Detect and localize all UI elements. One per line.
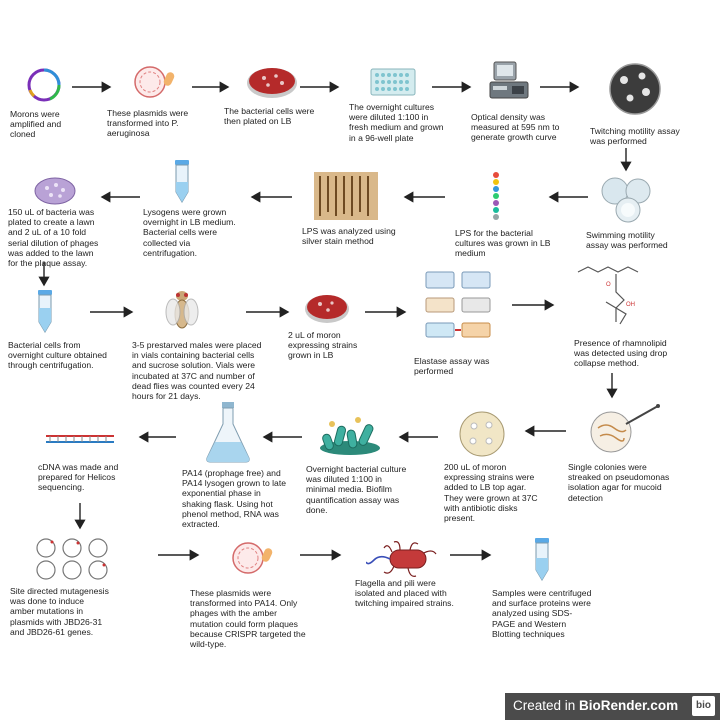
step-caption: Bacterial cells from overnight culture o… [8,340,107,371]
well-plate-icon [370,68,416,96]
svg-text:OH: OH [626,302,635,308]
cell-plasmid-icon [232,542,273,574]
step-caption: Twitching motility assay was performed [590,126,680,147]
step-caption: 2 uL of moron expressing strains grown i… [288,330,358,361]
bacterium-icon [366,541,437,577]
step-caption: The overnight cultures were diluted 1:10… [349,102,444,143]
step-caption: Elastase assay was performed [414,356,490,377]
svg-text:O: O [606,282,611,288]
step-caption: LPS for the bacterial cultures was grown… [455,228,551,259]
elastase-assay-icon [420,268,496,344]
dna-icon [46,435,114,443]
petri-dish-icon [601,177,651,223]
step-caption: Flagella and pili were isolated and plac… [355,578,454,609]
fruit-fly-icon [165,291,199,329]
step-caption: Presence of rhamnolipid was detected usi… [574,338,668,369]
step-caption: 3-5 prestarved males were placed in vial… [132,340,262,402]
step-caption: The bacterial cells were then plated on … [224,106,315,127]
petri-dish-icon [609,63,661,115]
petri-dish-icon [459,411,505,457]
biorender-badge[interactable] [505,693,720,720]
step-caption: Overnight bacterial culture was diluted … [306,464,407,515]
petri-dish-icon [34,177,76,205]
step-caption: Morons were amplified and cloned [10,109,62,140]
step-caption: cDNA was made and prepared for Helicos s… [38,462,119,493]
spectrophotometer-icon [489,61,529,99]
tube-icon [38,290,52,333]
badge-brand: BioRender.com [579,698,679,713]
step-caption: PA14 (prophage free) and PA14 lysogen gr… [182,468,286,530]
step-caption: Single colonies were streaked on pseudom… [568,462,670,503]
biofilm-icon [320,417,380,455]
biorender-logo-icon: bio [692,696,715,716]
biorender-credit[interactable]: Created in BioRender.com [513,698,678,713]
tube-icon [535,538,549,581]
step-caption: LPS was analyzed using silver stain meth… [302,226,396,247]
streak-plate-icon [590,404,660,453]
cell-plasmid-icon [134,66,175,98]
step-caption: 150 uL of bacteria was plated to create … [8,207,99,269]
badge-prefix: Created in [513,698,580,713]
step-caption: Site directed mutagenesis was done to in… [10,586,109,637]
step-caption: Lysogens were grown overnight in LB medi… [143,207,236,258]
step-caption: Swimming motility assay was performed [586,230,668,251]
plasmid-grid-icon [36,538,108,580]
step-caption: Samples were centrifuged and surface pro… [492,588,592,639]
step-caption: Optical density was measured at 595 nm t… [471,112,560,143]
petri-dish-icon [247,68,297,98]
flask-icon [206,402,250,463]
bead-chain-icon [493,172,499,220]
gel-icon [314,172,378,220]
step-caption: These plasmids were transformed into PA1… [190,588,306,650]
step-caption: These plasmids were transformed into P. … [107,108,189,139]
petri-dish-icon [305,295,349,323]
plasmid-icon [27,68,61,102]
step-caption: 200 uL of moron expressing strains were … [444,462,538,524]
tube-icon [175,160,189,203]
molecule-icon: O OH [577,266,639,325]
